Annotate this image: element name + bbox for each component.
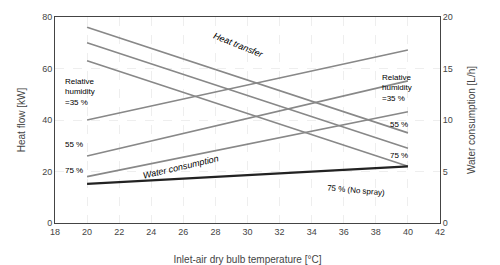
svg-text:32: 32 (275, 227, 285, 237)
svg-text:Inlet-air dry bulb temperature: Inlet-air dry bulb temperature [°C] (174, 254, 322, 265)
svg-text:15: 15 (443, 64, 453, 74)
svg-text:80: 80 (42, 12, 52, 22)
svg-text:20: 20 (443, 12, 453, 22)
svg-text:Water consumption [L/h]: Water consumption [L/h] (466, 66, 477, 174)
svg-text:0: 0 (443, 218, 448, 228)
svg-text:26: 26 (178, 227, 188, 237)
svg-text:Relativehumidity=35 %: Relativehumidity=35 % (65, 77, 95, 107)
svg-text:55 %: 55 % (65, 140, 83, 149)
svg-text:Heat flow [kW]: Heat flow [kW] (16, 88, 27, 153)
svg-text:36: 36 (339, 227, 349, 237)
svg-text:34: 34 (307, 227, 317, 237)
svg-text:Relativehumidity=35 %: Relativehumidity=35 % (382, 73, 412, 103)
svg-text:18: 18 (50, 227, 60, 237)
svg-text:30: 30 (242, 227, 252, 237)
svg-text:38: 38 (371, 227, 381, 237)
svg-text:40: 40 (42, 115, 52, 125)
svg-text:10: 10 (443, 115, 453, 125)
svg-text:55 %: 55 % (390, 120, 408, 129)
svg-text:24: 24 (146, 227, 156, 237)
svg-text:60: 60 (42, 64, 52, 74)
svg-text:Heat transfer: Heat transfer (212, 31, 265, 60)
svg-text:42: 42 (435, 227, 445, 237)
svg-text:75 % (No spray): 75 % (No spray) (327, 183, 386, 197)
svg-text:75 %: 75 % (65, 166, 83, 175)
svg-text:75 %: 75 % (390, 151, 408, 160)
svg-text:40: 40 (403, 227, 413, 237)
svg-text:5: 5 (443, 167, 448, 177)
svg-text:20: 20 (82, 227, 92, 237)
svg-text:0: 0 (47, 218, 52, 228)
svg-text:22: 22 (114, 227, 124, 237)
svg-text:Water consumption: Water consumption (142, 153, 220, 180)
svg-text:20: 20 (42, 167, 52, 177)
svg-text:28: 28 (210, 227, 220, 237)
